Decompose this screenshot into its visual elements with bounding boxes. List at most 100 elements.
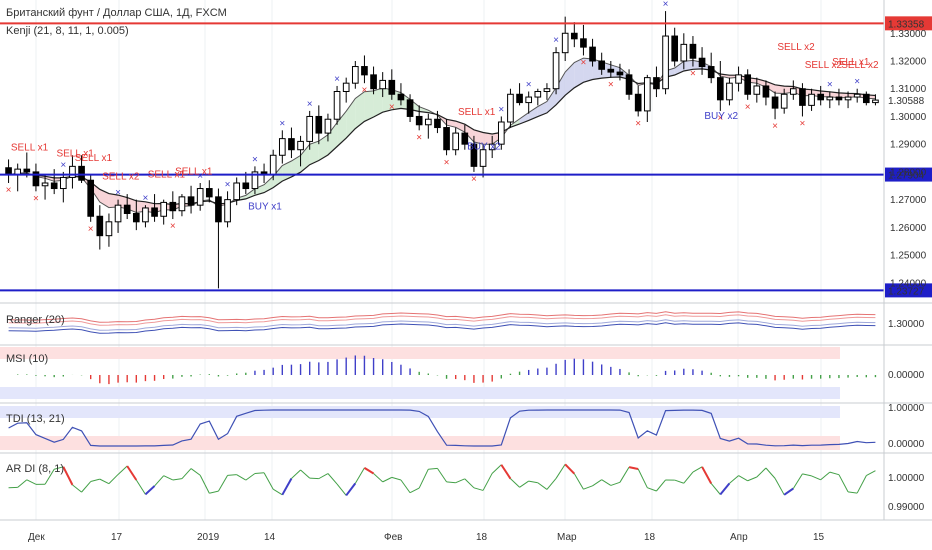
signal-sell-3: SELL x2 [102,171,140,182]
candle-body-41 [379,79,387,90]
ardi-segment-56 [519,480,529,488]
ardi-segment-79 [729,475,739,484]
ardi-segment-29 [272,488,283,496]
ardi-segment-65 [601,479,612,486]
ardi-segment-30 [281,477,293,496]
candle-63: × [580,24,587,68]
candle-body-93 [853,93,861,98]
ardi-segment-42 [391,476,402,481]
candle-body-79 [726,82,733,101]
candle-68 [625,69,633,100]
candle-body-74 [680,43,688,62]
candle-marker-78: × [717,113,723,124]
candle-body-66 [607,68,615,73]
candle-body-24 [224,199,231,223]
candle-marker-9: × [88,224,94,235]
candle-17 [160,199,168,225]
candle-13 [123,194,131,220]
candle-73 [671,27,679,67]
candle-body-30 [278,138,286,156]
candle-body-77 [707,66,715,79]
candle-marker-30: × [279,118,285,129]
level-tag-1 [885,167,932,182]
candle-18: × [169,191,177,232]
signal-sell-10: SELL x2 [777,42,815,53]
ardi-segment-58 [537,482,548,490]
ardi-segment-4 [44,468,55,485]
candle-31 [288,127,295,159]
tdi-tick-top: 1.00000 [888,403,925,414]
candle-67 [616,63,624,81]
ardi-segment-35 [327,473,338,485]
time-tick-8: Апр [730,532,748,543]
ardi-tick-top: 1.00000 [888,473,925,484]
ardi-segment-26 [245,473,256,481]
level-label-1: 1.27904 [888,171,925,182]
candle-59 [543,83,551,100]
candle-body-11 [105,221,113,237]
candle-85 [780,88,788,114]
candle-marker-93: × [854,77,860,88]
cloud-segment-26 [245,188,255,199]
ardi-segment-85 [783,487,794,496]
ardi-segment-41 [382,476,393,483]
ardi-segment-8 [81,481,92,493]
candle-76 [698,47,706,75]
signal-sell-1: SELL x1 [56,149,94,160]
candle-body-3 [32,171,40,187]
candle-21: × [196,171,204,211]
ardi-segment-5 [54,466,64,470]
candle-body-37 [342,82,350,92]
candle-55 [507,88,514,128]
candle-marker-54: × [498,104,504,115]
candle-body-5 [50,182,58,190]
candle-marker-0: × [6,185,12,196]
candle-body-67 [616,71,624,76]
ardi-segment-34 [318,473,329,480]
ardi-segment-32 [300,469,311,479]
candle-33: × [306,99,314,150]
candle-body-71 [653,77,660,90]
candle-86 [789,80,797,100]
horizontal-levels: 1.33358 1.27904 1.23727 [0,16,932,298]
cloud-segment-34 [318,134,328,161]
candle-body-73 [671,35,679,62]
candle-body-6 [59,176,67,190]
candle-32 [297,135,304,167]
ardi-segment-54 [500,464,512,480]
ardi-segment-40 [373,473,384,483]
ardi-segment-55 [510,478,520,488]
cloud-segment-32 [300,144,310,173]
candle-body-42 [388,79,396,95]
candle-53 [488,135,496,159]
ardi-segment-63 [583,485,593,490]
candle-body-70 [643,77,651,112]
candle-body-17 [160,201,168,217]
candle-body-95 [872,99,879,104]
cloud-segment-60 [556,72,566,105]
ardi-segment-2 [26,479,37,485]
candle-marker-15: × [142,193,148,204]
ardi-segment-77 [710,483,721,495]
candle-body-56 [516,93,523,104]
time-tick-9: 15 [813,532,825,543]
candle-marker-18: × [170,221,176,232]
candle-94 [862,91,870,106]
candle-marker-45: × [416,132,422,143]
ardi-segment-44 [409,487,420,494]
candle-87: × [799,83,806,129]
level-label-2: 1.23727 [888,286,925,297]
candle-marker-87: × [799,118,805,129]
cloud-segment-61 [565,62,575,96]
ardi-segment-38 [354,467,365,484]
ardi-segment-20 [190,468,201,476]
candle-90: × [826,79,834,109]
price-axis[interactable]: 1.33000 1.32000 1.31000 1.30000 1.29000 1.280… [883,0,932,520]
ardi-segment-1 [17,479,28,488]
price-tick-7: 1.27000 [890,195,927,206]
candle-body-15 [142,207,149,223]
time-axis[interactable]: Дек 17 2019 14 Фев 18 Мар 18 Апр 15 [0,519,932,543]
ardi-segment-74 [683,471,694,484]
msi-upper-zone [0,347,840,359]
candle-82 [753,77,761,103]
